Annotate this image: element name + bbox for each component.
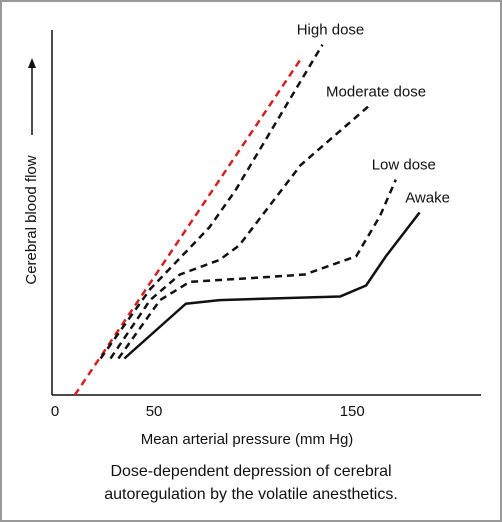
caption: autoregulation by the volatile anestheti…: [104, 486, 398, 503]
series-label: Moderate dose: [326, 84, 426, 101]
x-tick-label: 0: [51, 403, 59, 420]
x-tick-label: 50: [146, 403, 163, 420]
x-axis-label: Mean arterial pressure (mm Hg): [141, 431, 354, 448]
series-label: High dose: [297, 22, 365, 39]
y-arrow-head: [28, 58, 36, 68]
line: [117, 179, 397, 360]
line: [109, 105, 369, 360]
x-tick-label: 150: [340, 403, 365, 420]
y-axis-label: Cerebral blood flow: [23, 155, 40, 284]
line: [99, 43, 324, 360]
series-label: Awake: [405, 189, 450, 206]
line: [123, 211, 421, 360]
line: [73, 58, 302, 396]
caption: Dose-dependent depression of cerebral: [110, 463, 391, 480]
series-label: Low dose: [372, 157, 436, 174]
